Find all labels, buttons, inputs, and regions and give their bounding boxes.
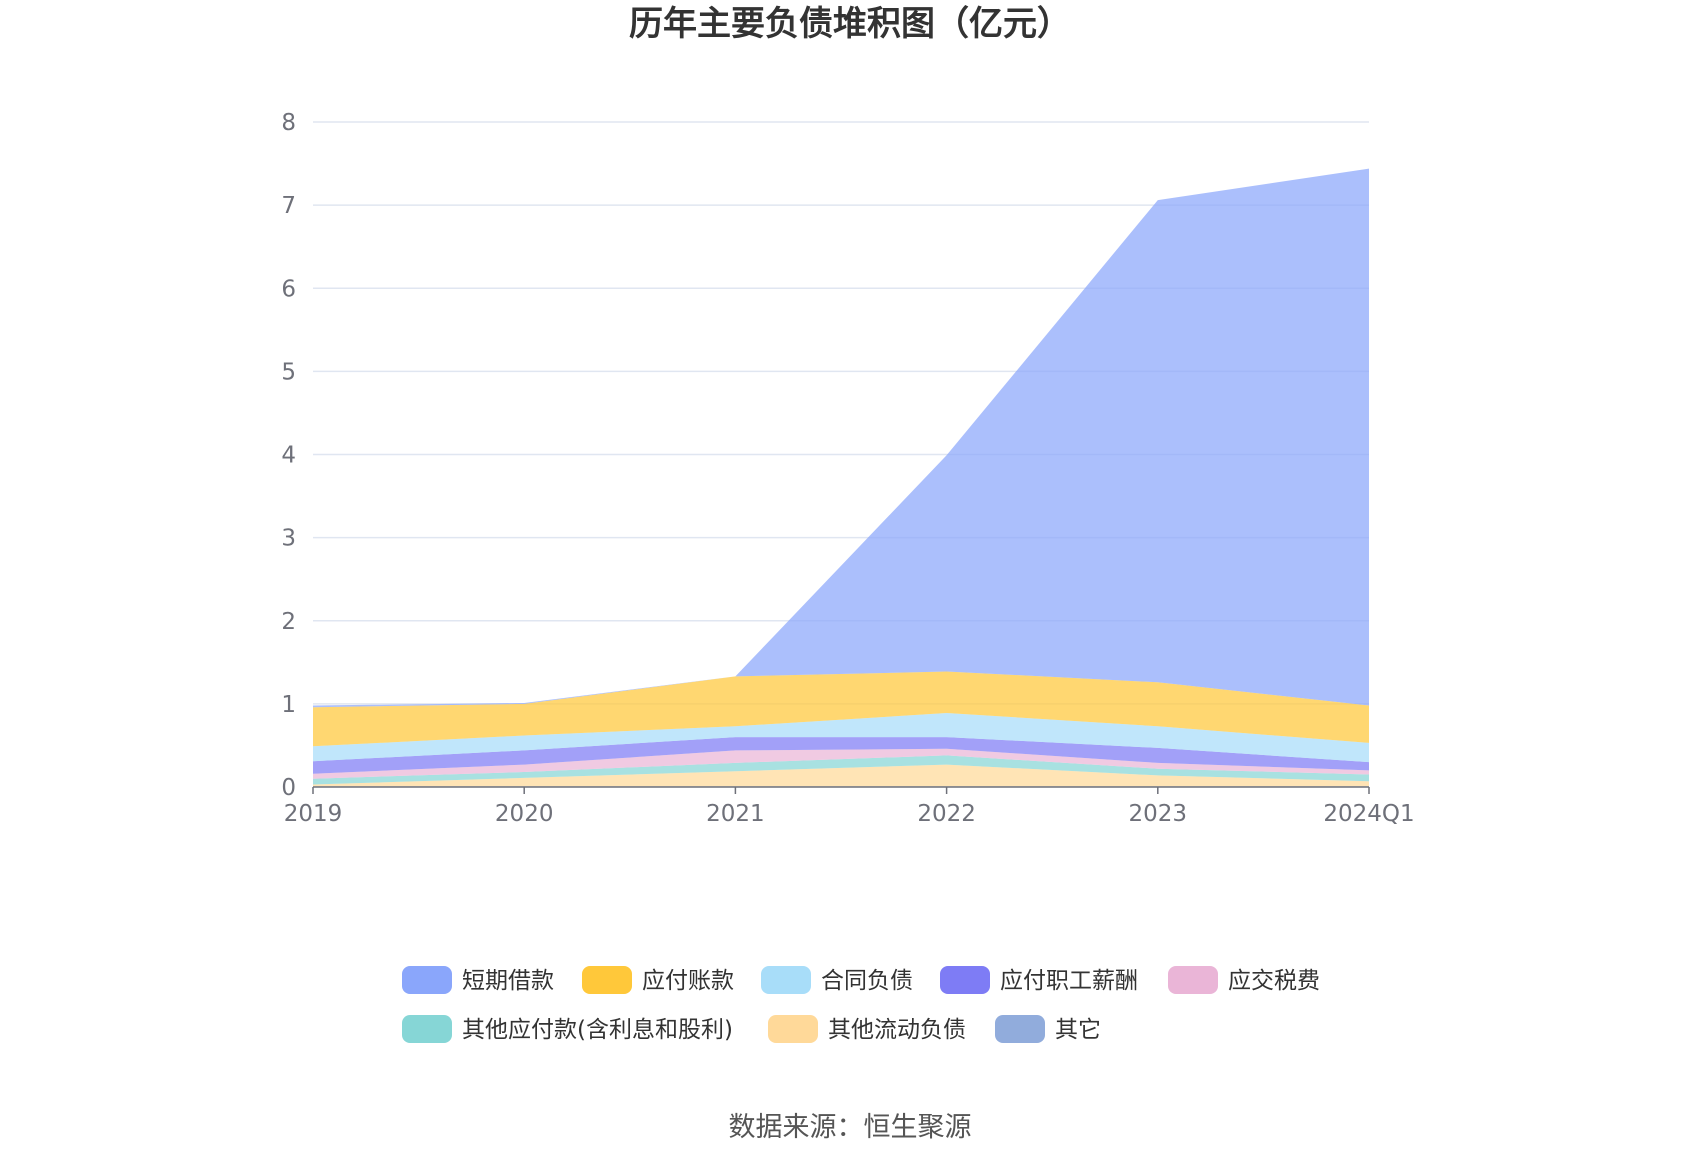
area-series: [313, 168, 1369, 787]
area-series-6: [313, 671, 1369, 747]
area-series-4: [313, 737, 1369, 774]
area-series-3: [313, 748, 1369, 779]
legend-label: 其他流动负债: [828, 1017, 966, 1043]
axes: 0 1 2 3 4 5 6 7 8 2019 2020 2021 2022 2023 2024Q1: [281, 110, 1414, 827]
legend-item[interactable]: 应交税费: [1168, 966, 1320, 994]
legend-item[interactable]: 合同负债: [761, 966, 913, 994]
legend-label: 短期借款: [462, 968, 554, 994]
legend-item[interactable]: 其它: [995, 1015, 1101, 1043]
legend-swatch: [768, 1015, 818, 1043]
legend-swatch: [402, 966, 452, 994]
x-tick-label: 2024Q1: [1323, 801, 1414, 827]
legend-item[interactable]: 其他应付款(含利息和股利): [402, 1015, 733, 1043]
legend-item[interactable]: 应付职工薪酬: [940, 966, 1138, 994]
grid-lines: [313, 121, 1369, 705]
legend-swatch: [582, 966, 632, 994]
y-tick-label: 6: [281, 276, 296, 302]
x-tick-label: 2022: [917, 801, 976, 827]
area-series-2: [313, 755, 1369, 785]
x-tick-label: 2020: [495, 801, 554, 827]
data-source: 数据来源：恒生聚源: [729, 1112, 972, 1143]
area-series-7: [313, 168, 1369, 708]
legend-swatch: [1168, 966, 1218, 994]
y-tick-label: 3: [281, 526, 296, 552]
y-tick-label: 0: [281, 775, 296, 801]
x-tick-label: 2019: [284, 801, 343, 827]
area-series-1: [313, 764, 1369, 787]
y-tick-label: 5: [281, 359, 296, 385]
legend-label: 其它: [1055, 1017, 1101, 1043]
legend-label: 其他应付款(含利息和股利): [462, 1017, 733, 1043]
legend-label: 应交税费: [1228, 968, 1320, 994]
y-tick-label: 8: [281, 110, 296, 136]
legend-item[interactable]: 其他流动负债: [768, 1015, 966, 1043]
legend-swatch: [402, 1015, 452, 1043]
y-tick-label: 4: [281, 443, 296, 469]
legend-swatch: [995, 1015, 1045, 1043]
legend-label: 应付账款: [642, 968, 734, 994]
legend-swatch: [940, 966, 990, 994]
x-tick-label: 2023: [1129, 801, 1188, 827]
legend-label: 应付职工薪酬: [1000, 968, 1138, 994]
y-tick-label: 2: [281, 609, 296, 635]
legend-swatch: [761, 966, 811, 994]
x-tick-label: 2021: [706, 801, 765, 827]
chart-title: 历年主要负债堆积图（亿元）: [629, 4, 1071, 44]
area-series-5: [313, 713, 1369, 763]
y-tick-label: 7: [281, 193, 296, 219]
legend-item[interactable]: 应付账款: [582, 966, 734, 994]
legend-label: 合同负债: [821, 968, 913, 994]
y-tick-label: 1: [281, 692, 296, 718]
legend-item[interactable]: 短期借款: [402, 966, 554, 994]
